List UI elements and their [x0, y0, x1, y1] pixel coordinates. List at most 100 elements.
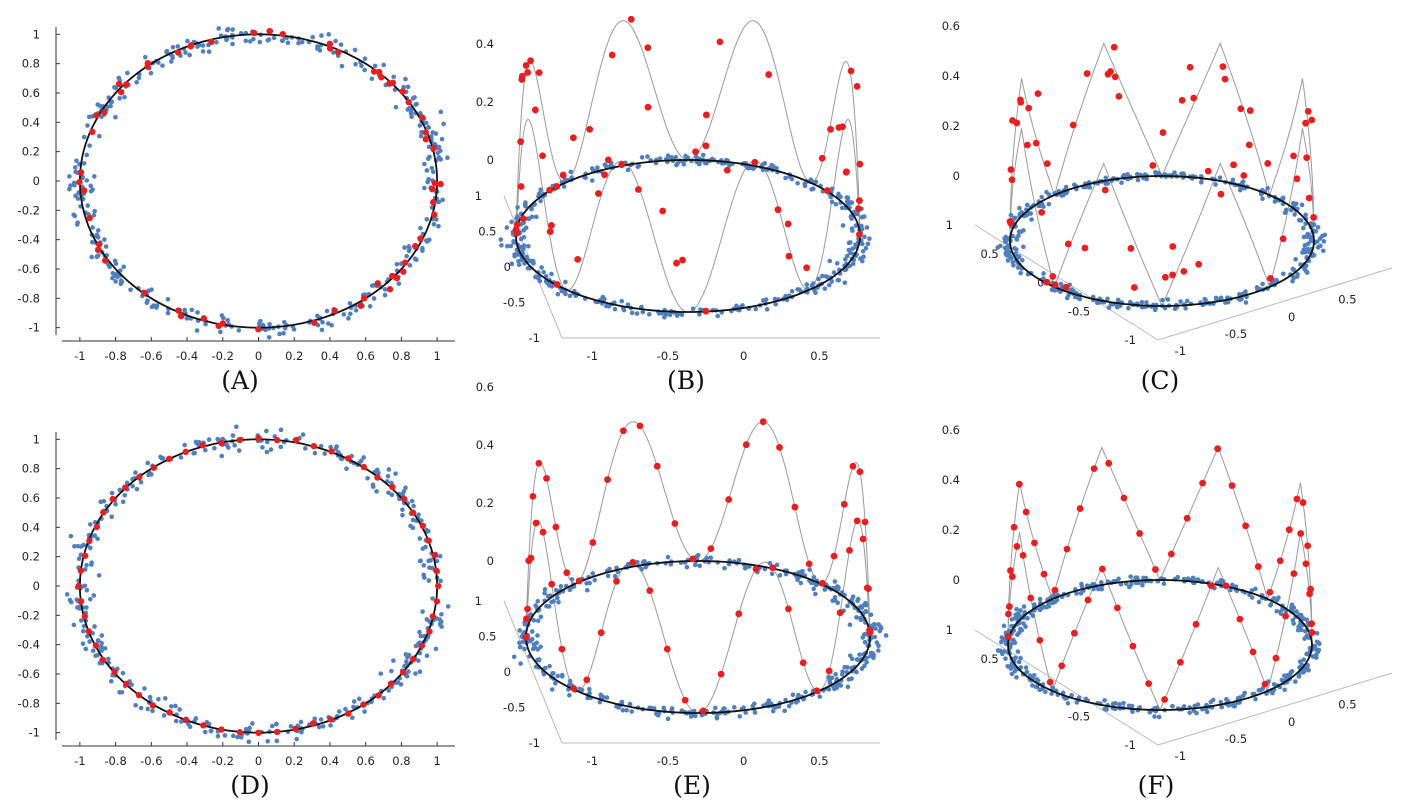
- blue-point: [277, 331, 282, 337]
- blue-point: [260, 322, 266, 328]
- y-tick-label: 0: [504, 665, 511, 679]
- blue-point: [857, 652, 862, 657]
- blue-point: [142, 686, 147, 691]
- blue-point: [1304, 651, 1310, 657]
- blue-point: [524, 254, 529, 260]
- blue-point: [1249, 588, 1255, 593]
- blue-point: [1184, 298, 1190, 304]
- blue-point: [612, 306, 618, 312]
- blue-point: [843, 257, 848, 262]
- blue-point: [790, 692, 796, 698]
- blue-point: [89, 560, 94, 565]
- red-point: [863, 584, 871, 592]
- blue-point: [639, 155, 645, 160]
- blue-point: [178, 455, 184, 460]
- red-point: [218, 439, 225, 447]
- blue-point: [425, 179, 430, 185]
- blue-point: [328, 444, 333, 450]
- blue-point: [264, 449, 270, 455]
- blue-point: [225, 317, 230, 323]
- red-point: [513, 229, 521, 237]
- blue-point: [817, 694, 823, 699]
- red-point: [1161, 273, 1169, 281]
- blue-point: [547, 663, 552, 669]
- y-tick-label: -1: [29, 726, 40, 740]
- blue-point: [208, 728, 214, 734]
- blue-point: [534, 214, 539, 220]
- red-point: [830, 552, 838, 560]
- blue-point: [120, 670, 126, 676]
- red-point: [1230, 161, 1238, 169]
- blue-point: [1298, 218, 1304, 223]
- blue-point: [96, 573, 102, 578]
- red-point: [1049, 273, 1057, 280]
- blue-point: [860, 635, 866, 640]
- blue-point: [202, 447, 208, 453]
- z-tick-label: 0.2: [942, 119, 960, 133]
- red-point: [435, 582, 442, 590]
- blue-point: [405, 107, 411, 112]
- unit-circle: [1007, 579, 1313, 711]
- red-point: [1007, 219, 1015, 227]
- blue-point: [165, 296, 171, 302]
- blue-point: [558, 584, 564, 589]
- blue-point: [409, 114, 414, 119]
- red-point: [856, 197, 863, 205]
- blue-point: [436, 144, 442, 150]
- blue-point: [402, 245, 407, 250]
- blue-point: [1299, 202, 1305, 208]
- blue-point: [1049, 287, 1055, 293]
- blue-point: [1119, 180, 1124, 186]
- blue-point: [416, 512, 421, 517]
- red-point: [673, 259, 680, 267]
- blue-point: [1139, 299, 1145, 305]
- blue-point: [878, 625, 884, 631]
- blue-point: [382, 287, 388, 292]
- blue-point: [583, 175, 588, 181]
- x-tick-label: -0.4: [176, 349, 198, 363]
- blue-point: [298, 719, 304, 725]
- red-point: [1010, 523, 1018, 531]
- blue-point: [439, 136, 445, 142]
- blue-point: [1276, 595, 1281, 600]
- blue-point: [999, 639, 1004, 645]
- red-point: [1254, 563, 1262, 570]
- blue-point: [401, 489, 407, 494]
- red-point: [559, 171, 567, 179]
- red-point: [311, 319, 318, 326]
- blue-point: [1015, 632, 1020, 638]
- x-tick-label: -1: [587, 754, 598, 768]
- y-tick-label: -0.8: [18, 696, 40, 710]
- blue-point: [234, 424, 239, 430]
- blue-point: [995, 245, 1000, 250]
- y-tick-label: 0.5: [980, 247, 998, 261]
- blue-point: [516, 262, 522, 268]
- red-point: [825, 667, 833, 675]
- blue-point: [312, 716, 318, 722]
- red-point: [752, 565, 760, 573]
- blue-point: [531, 618, 537, 623]
- blue-point: [1223, 300, 1228, 305]
- blue-point: [319, 327, 325, 333]
- red-point: [1186, 63, 1194, 71]
- blue-point: [643, 564, 649, 570]
- red-series: [512, 15, 864, 315]
- red-point: [266, 27, 273, 35]
- red-point: [552, 523, 560, 531]
- blue-point: [278, 444, 284, 450]
- blue-point: [396, 281, 402, 286]
- blue-point: [522, 646, 527, 652]
- red-point: [437, 180, 444, 188]
- y-tick-label: 1: [33, 432, 40, 446]
- blue-point: [1016, 229, 1022, 234]
- blue-point: [92, 174, 97, 179]
- blue-point: [76, 556, 82, 561]
- y-tick-label: 0.8: [22, 462, 40, 476]
- red-point: [236, 728, 243, 736]
- blue-point: [267, 321, 272, 327]
- red-point: [1219, 63, 1227, 71]
- red-point: [619, 427, 627, 435]
- blue-point: [1301, 616, 1307, 622]
- red-point: [1129, 642, 1137, 650]
- blue-point: [1011, 638, 1017, 644]
